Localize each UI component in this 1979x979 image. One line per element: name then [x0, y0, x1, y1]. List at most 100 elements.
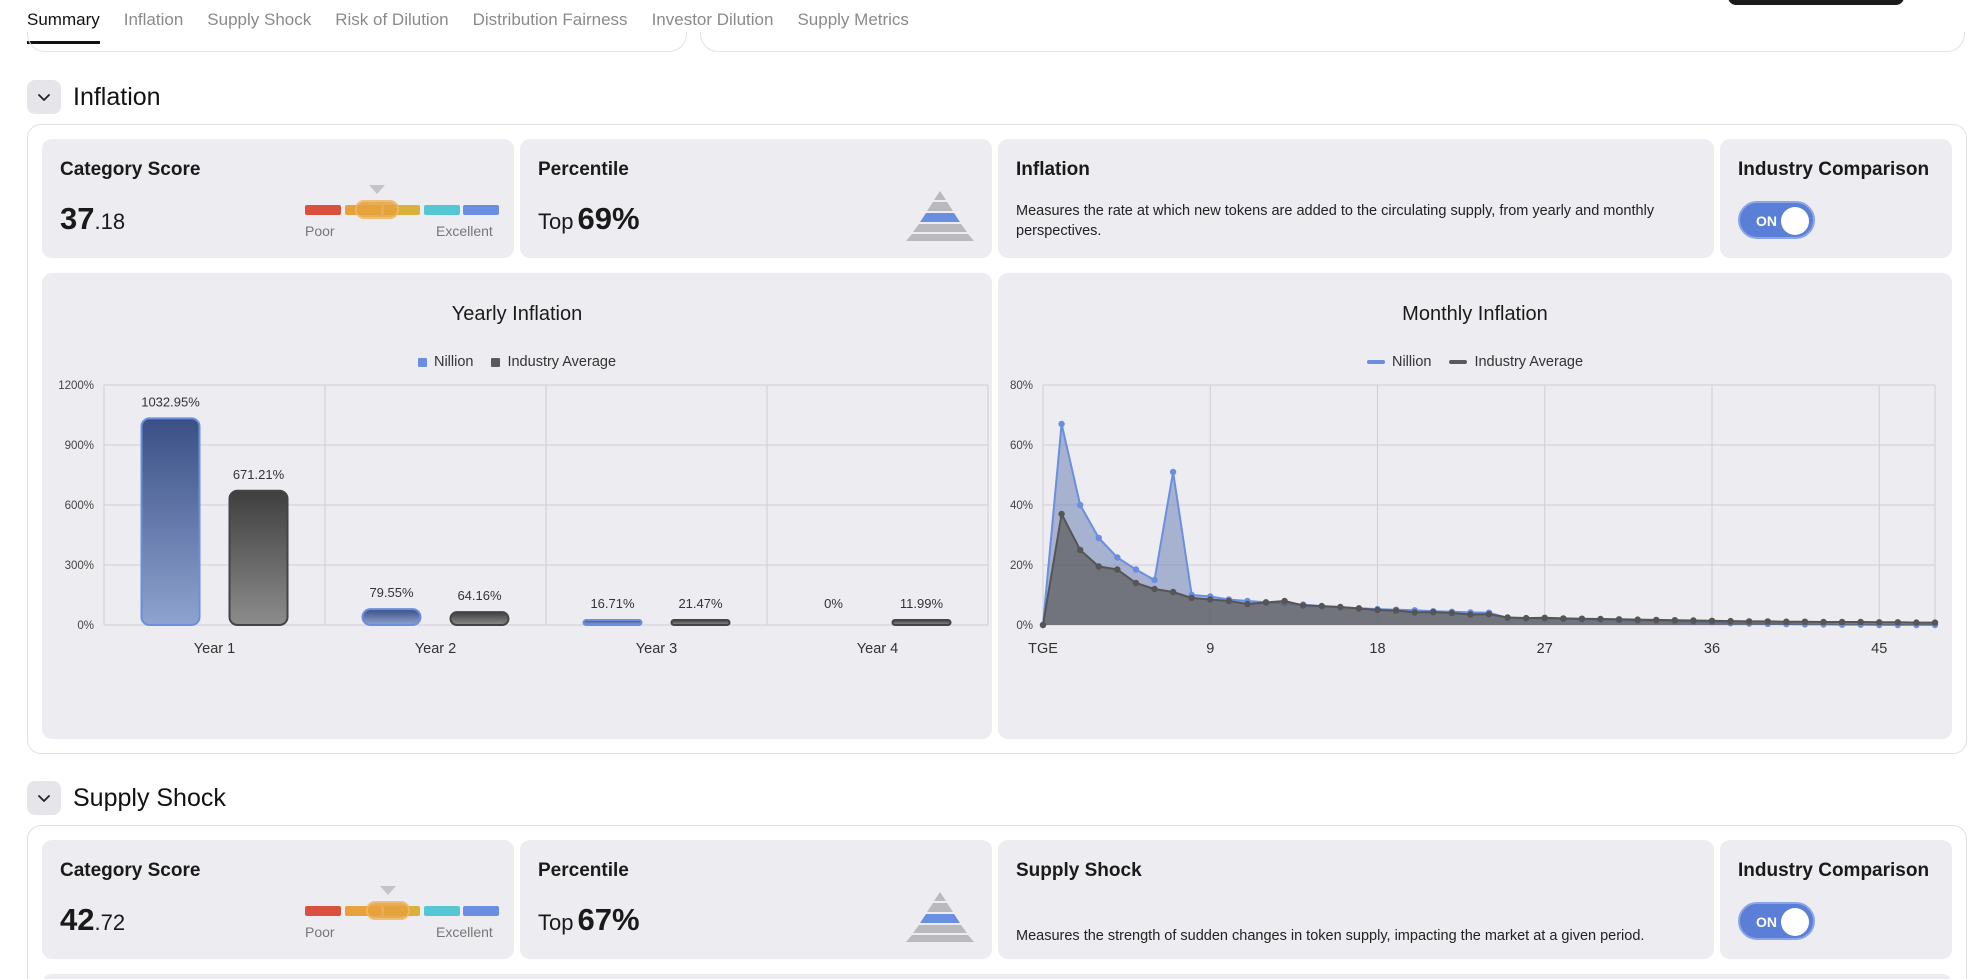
bar-nillion	[361, 608, 422, 626]
yearly-chart-title: Yearly Inflation	[451, 303, 583, 325]
data-point	[1411, 609, 1418, 616]
data-point	[1615, 616, 1623, 623]
scale-pointer	[379, 886, 396, 895]
data-point	[1541, 614, 1548, 621]
y-tick-label: 40%	[1010, 500, 1033, 512]
info-description: Measures the rate at which new tokens ar…	[1016, 203, 1655, 239]
data-point	[1318, 602, 1325, 610]
data-point	[1039, 621, 1047, 629]
scale-segment	[463, 906, 499, 916]
data-point	[1745, 618, 1753, 625]
scale-segment	[384, 205, 420, 215]
toggle-knob	[1781, 207, 1809, 235]
tab-investor-dilution[interactable]: Investor Dilution	[651, 10, 774, 29]
legend-item-nillion[interactable]: Nillion	[417, 354, 474, 370]
data-point	[1894, 619, 1902, 626]
data-point	[1169, 588, 1177, 596]
score-integer: 42	[60, 902, 95, 937]
previous-card-left	[27, 32, 687, 52]
data-label: 671.21%	[233, 467, 285, 482]
legend-swatch	[1366, 360, 1385, 364]
scale-segment	[305, 906, 341, 916]
scale-pointer	[369, 185, 386, 194]
data-point	[1448, 609, 1456, 617]
inflation-collapse-button[interactable]	[27, 80, 61, 114]
data-point	[1708, 617, 1716, 624]
data-label: 21.47%	[678, 596, 723, 611]
percentile-title: Percentile	[538, 860, 629, 881]
legend-item-industry-average[interactable]: Industry Average	[491, 354, 616, 370]
supply-shock-section: Category Score 42.72 Poor Excellent Perc…	[27, 825, 1967, 979]
data-point	[1764, 618, 1771, 625]
category-score-value: 37.18	[60, 201, 125, 237]
data-point	[1597, 615, 1604, 623]
bar-nillion	[582, 619, 643, 626]
tab-risk-of-dilution[interactable]: Risk of Dilution	[335, 10, 449, 29]
scale-segment	[423, 906, 460, 916]
data-point	[1931, 619, 1939, 626]
data-point	[1114, 554, 1121, 561]
legend-label: Industry Average	[1474, 354, 1584, 370]
data-point	[1504, 614, 1511, 621]
legend-label: Nillion	[433, 354, 474, 370]
score-integer: 37	[60, 201, 95, 236]
tab-supply-shock[interactable]: Supply Shock	[207, 10, 312, 29]
inflation-industry-comparison-card: Industry Comparison ON	[1720, 139, 1952, 258]
x-tick-label: 18	[1369, 641, 1385, 657]
industry-comparison-toggle[interactable]: ON	[1738, 902, 1815, 940]
inflation-section: Category Score 37.18 Poor Excellent Perc…	[27, 124, 1967, 754]
supply-shock-section-header: Supply Shock	[27, 781, 226, 815]
industry-comparison-toggle[interactable]: ON	[1738, 201, 1815, 239]
data-label: 79.55%	[369, 585, 414, 600]
toggle-label: ON	[1756, 213, 1777, 229]
y-tick-label: 900%	[65, 440, 94, 452]
data-point	[1467, 611, 1474, 618]
scale-poor-label: Poor	[305, 924, 335, 940]
inflation-info-card: Inflation Measures the rate at which new…	[998, 139, 1714, 258]
data-point	[1076, 501, 1084, 509]
supply-shock-section-title: Supply Shock	[73, 783, 226, 812]
data-point	[1188, 594, 1195, 602]
x-tick-label: 45	[1871, 641, 1887, 657]
tab-inflation[interactable]: Inflation	[123, 10, 184, 29]
bar-industry-average	[670, 619, 731, 626]
tab-distribution-fairness[interactable]: Distribution Fairness	[472, 10, 628, 29]
series-industry-average-area	[1043, 514, 1935, 625]
percentile-value: Top 67%	[538, 902, 640, 938]
data-point	[1727, 617, 1734, 625]
scale-segment	[423, 205, 460, 215]
y-tick-label: 300%	[65, 560, 94, 572]
legend-label: Industry Average	[507, 354, 617, 370]
top-action-button[interactable]	[1728, 0, 1904, 5]
x-tick-label: 9	[1206, 641, 1214, 657]
tab-summary[interactable]: Summary	[27, 10, 100, 44]
info-title: Supply Shock	[1016, 860, 1142, 881]
scale-thumb	[355, 200, 400, 219]
legend-item-industry-average[interactable]: Industry Average	[1449, 354, 1583, 370]
data-point	[1225, 597, 1233, 605]
inflation-category-score-card: Category Score 37.18 Poor Excellent	[42, 139, 514, 258]
chevron-down-icon	[38, 795, 50, 802]
supply-shock-collapse-button[interactable]	[27, 781, 61, 815]
pyramid-icon	[906, 191, 974, 241]
percentile-value: Top 69%	[538, 201, 640, 237]
percentile-number: 69%	[577, 201, 640, 236]
monthly-chart-title: Monthly Inflation	[1402, 303, 1548, 325]
bar-industry-average	[449, 611, 510, 626]
score-fraction: .18	[94, 209, 126, 234]
yearly-chart-legend: Nillion Industry Average	[42, 354, 992, 370]
tab-supply-metrics[interactable]: Supply Metrics	[797, 10, 909, 29]
category-score-title: Category Score	[60, 159, 201, 180]
data-point	[1485, 611, 1493, 618]
tab-bar: Summary Inflation Supply Shock Risk of Dilu…	[0, 0, 1979, 52]
score-scale	[305, 185, 499, 219]
category-score-title: Category Score	[60, 860, 201, 881]
legend-label: Nillion	[1391, 354, 1432, 370]
yearly-inflation-chart-card: Yearly Inflation Nillion Industry Averag…	[42, 273, 992, 739]
data-point	[1522, 614, 1530, 622]
x-tick-label: Year 2	[415, 641, 456, 657]
legend-item-nillion[interactable]: Nillion	[1366, 354, 1432, 370]
percentile-title: Percentile	[538, 159, 629, 180]
data-point	[1132, 566, 1140, 573]
toggle-knob	[1781, 908, 1809, 936]
